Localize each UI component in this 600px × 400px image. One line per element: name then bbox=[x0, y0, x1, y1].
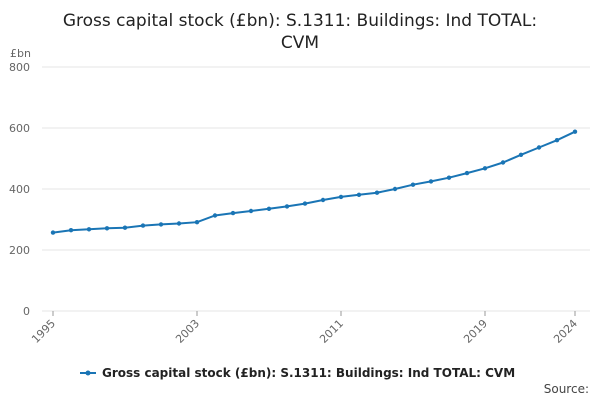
data-point[interactable] bbox=[212, 213, 218, 218]
y-tick-label: 800 bbox=[9, 61, 30, 74]
data-point[interactable] bbox=[248, 208, 254, 214]
data-point[interactable] bbox=[68, 228, 74, 233]
series-group bbox=[50, 129, 578, 235]
data-point[interactable] bbox=[302, 201, 308, 206]
data-point[interactable] bbox=[104, 226, 110, 231]
data-point[interactable] bbox=[50, 230, 56, 235]
data-point[interactable] bbox=[518, 152, 524, 157]
data-point[interactable] bbox=[122, 225, 128, 230]
x-tick-label: 2024 bbox=[551, 317, 580, 346]
y-axis-unit-label: £bn bbox=[10, 47, 31, 60]
data-point[interactable] bbox=[446, 175, 452, 180]
data-point[interactable] bbox=[176, 221, 182, 226]
chart-title-line-2: CVM bbox=[281, 33, 319, 53]
legend-marker-icon bbox=[85, 370, 91, 376]
data-point[interactable] bbox=[392, 186, 398, 192]
data-point[interactable] bbox=[140, 223, 146, 228]
data-point[interactable] bbox=[320, 197, 326, 203]
data-point[interactable] bbox=[464, 170, 470, 176]
x-axis-ticks: 1995 2003 2011 2019 2024 bbox=[29, 311, 580, 346]
data-point[interactable] bbox=[338, 194, 344, 200]
x-tick-label: 2011 bbox=[317, 317, 346, 346]
data-point[interactable] bbox=[158, 222, 164, 227]
x-tick-label: 1995 bbox=[29, 317, 58, 346]
data-point[interactable] bbox=[374, 190, 380, 195]
data-point[interactable] bbox=[536, 145, 542, 150]
data-point[interactable] bbox=[428, 179, 434, 184]
data-point[interactable] bbox=[482, 166, 488, 171]
data-point[interactable] bbox=[284, 204, 290, 209]
data-point[interactable] bbox=[356, 192, 362, 197]
data-point[interactable] bbox=[86, 227, 92, 232]
y-tick-label: 200 bbox=[9, 244, 30, 257]
source-label: Source: bbox=[544, 382, 589, 396]
x-tick-label: 2003 bbox=[173, 317, 202, 346]
x-tick-label: 2019 bbox=[461, 317, 490, 346]
data-point[interactable] bbox=[500, 160, 506, 165]
series-line bbox=[52, 130, 576, 234]
data-point[interactable] bbox=[266, 206, 272, 211]
data-point[interactable] bbox=[572, 129, 578, 134]
legend[interactable]: Gross capital stock (£bn): S.1311: Build… bbox=[80, 366, 515, 380]
y-tick-label: 0 bbox=[23, 305, 30, 318]
chart-title-line-1: Gross capital stock (£bn): S.1311: Build… bbox=[63, 11, 537, 31]
legend-label: Gross capital stock (£bn): S.1311: Build… bbox=[102, 366, 515, 380]
data-point[interactable] bbox=[230, 210, 236, 216]
y-tick-label: 400 bbox=[9, 183, 30, 196]
data-point[interactable] bbox=[554, 138, 560, 143]
grid-lines bbox=[42, 66, 590, 312]
y-tick-label: 600 bbox=[9, 122, 30, 135]
y-axis-ticks: 0 200 400 600 800 bbox=[9, 61, 30, 318]
data-point[interactable] bbox=[410, 182, 416, 187]
data-point[interactable] bbox=[194, 220, 200, 225]
